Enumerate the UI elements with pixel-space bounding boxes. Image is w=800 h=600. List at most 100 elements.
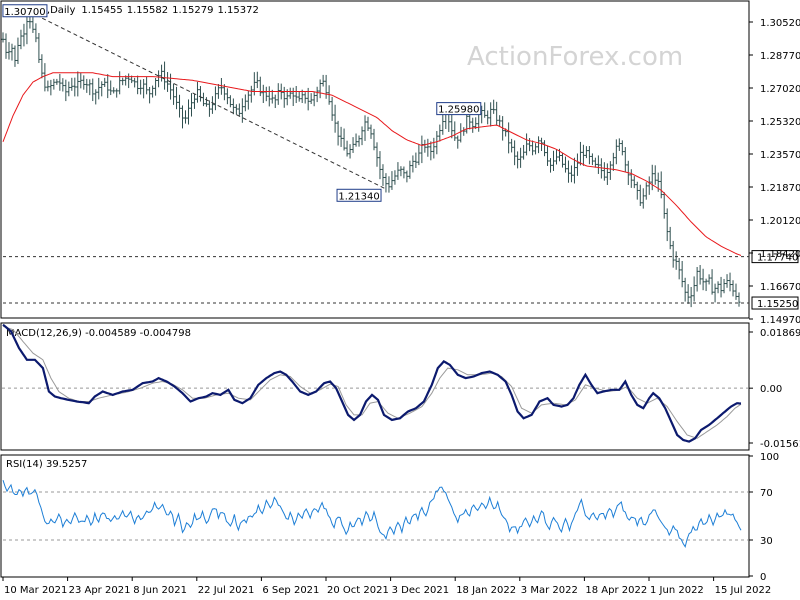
ohlc-bar — [166, 72, 170, 92]
watermark-text: ActionForex.com — [467, 42, 683, 72]
ohlc-bar — [94, 89, 98, 105]
ohlc-bar — [584, 146, 588, 159]
ohlc-bar — [195, 81, 199, 103]
price-tick-label: 1.18420 — [760, 249, 800, 260]
ohlc-bar — [16, 37, 20, 65]
ohlc-bar — [429, 141, 433, 161]
swing-label-box — [436, 102, 482, 116]
ohlc-bar — [175, 86, 179, 110]
ohlc-bar — [596, 155, 600, 174]
price-tick-label: 1.14970 — [760, 315, 800, 326]
ohlc-bar — [537, 136, 541, 154]
ohlc-bar — [4, 33, 8, 59]
rsi-tick-label: 70 — [760, 488, 773, 499]
ohlc-bar — [737, 292, 741, 307]
ohlc-bar — [513, 140, 517, 166]
ohlc-bar — [638, 184, 642, 206]
price-panel: ActionForex.com GBPCHF,Daily1.154551.155… — [0, 0, 799, 319]
ohlc-bar — [348, 144, 352, 159]
ohlc-bar — [438, 124, 442, 142]
ohlc-bar — [543, 140, 547, 157]
ohlc-bar — [258, 76, 262, 97]
ohlc-bar — [151, 85, 155, 98]
ohlc-bar — [40, 54, 44, 79]
ohlc-bar — [575, 153, 579, 176]
date-tick-label: 18 Apr 2022 — [585, 585, 647, 596]
ohlc-bar — [632, 176, 636, 189]
ohlc-bar — [590, 153, 594, 166]
ohlc-bar — [587, 146, 591, 165]
ohlc-bar — [608, 161, 612, 180]
ohlc-bar — [692, 276, 696, 302]
ohlc-bar — [510, 138, 514, 153]
date-tick-label: 15 Jul 2022 — [715, 585, 772, 596]
ohlc-bar — [312, 91, 316, 107]
ohlc-bar — [465, 113, 469, 134]
ohlc-bar — [276, 83, 280, 105]
ohlc-bar — [127, 73, 131, 89]
ohlc-bar — [318, 79, 322, 99]
ohlc-bar — [19, 29, 23, 50]
macd-tick-label: 0.018691 — [760, 328, 800, 339]
ohlc-bar — [525, 133, 529, 156]
ohlc-bar — [456, 135, 460, 149]
rsi-line — [2, 480, 742, 548]
ohlc-bar — [7, 42, 11, 60]
ohlc-bar — [115, 88, 119, 98]
macd-tick-label: -0.015618 — [760, 439, 800, 450]
ohlc-bar — [142, 79, 146, 99]
ohlc-bar — [629, 169, 633, 188]
ohlc-bar — [342, 128, 346, 151]
ohlc-bar — [112, 87, 116, 94]
rsi-tick-label: 30 — [760, 536, 773, 547]
ohlc-bar — [243, 94, 247, 112]
swing-label-box — [336, 188, 382, 202]
ohlc-bar — [653, 165, 657, 185]
ohlc-bar — [339, 126, 343, 147]
ohlc-bar — [414, 152, 418, 169]
ohlc-bar — [267, 86, 271, 107]
ohlc-bar — [154, 78, 158, 96]
ohlc-bar — [563, 156, 567, 173]
ohlc-bar — [662, 192, 666, 219]
ohlc-bar — [172, 83, 176, 105]
ohlc-bar — [701, 268, 705, 291]
horizontal-levels: 1.17740 1.15250 — [3, 250, 799, 310]
ohlc-bar — [121, 77, 125, 86]
ohlc-bar — [387, 176, 391, 193]
ohlc-bar — [384, 173, 388, 193]
ohlc-bar — [234, 104, 238, 115]
ohlc-bar — [330, 96, 334, 121]
price-tick-label: 1.28770 — [760, 51, 800, 62]
ohlc-bar — [680, 260, 684, 288]
ohlc-bar — [118, 71, 122, 95]
ohlc-bar — [136, 75, 140, 95]
ohlc-bar — [483, 102, 487, 118]
date-tick-label: 20 Oct 2021 — [327, 585, 389, 596]
date-tick-label: 23 Apr 2021 — [69, 585, 131, 596]
ohlc-bar — [405, 170, 409, 183]
ohlc-bar — [282, 86, 286, 108]
ohlc-bar — [61, 78, 65, 92]
ohlc-low: 1.15279 — [172, 5, 213, 16]
date-tick-label: 3 Dec 2021 — [392, 585, 450, 596]
macd-line — [2, 323, 742, 443]
ohlc-bar — [492, 99, 496, 114]
ohlc-bar — [97, 77, 101, 100]
ohlc-bar — [552, 150, 556, 171]
ohlc-bar — [228, 95, 232, 108]
ohlc-bar — [291, 87, 295, 106]
ohlc-bar — [593, 157, 597, 168]
macd-axis: 0.018691 0.00 -0.015618 — [749, 328, 800, 450]
ohlc-bar — [378, 151, 382, 180]
ohlc-bar — [614, 139, 618, 165]
ohlc-bar — [540, 137, 544, 151]
macd-panel-frame — [0, 322, 750, 451]
ohlc-bar — [366, 116, 370, 132]
price-level-box — [751, 296, 799, 310]
date-tick-label: 8 Jun 2021 — [133, 585, 187, 596]
macd-panel: MACD(12,26,9) -0.004589 -0.004798 — [0, 322, 750, 451]
date-tick-label: 10 Mar 2021 — [4, 585, 67, 596]
ohlc-bar — [133, 77, 137, 88]
ohlc-bar — [683, 277, 687, 302]
